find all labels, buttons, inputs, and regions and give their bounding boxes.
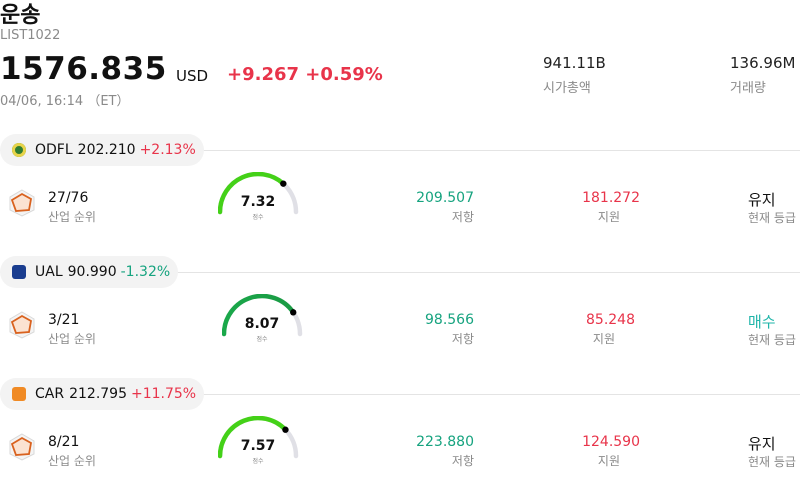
score-gauge <box>218 172 299 215</box>
market-cap-label: 시가총액 <box>543 81 591 96</box>
price-change: +9.267 +0.59% <box>227 64 383 85</box>
industry-rank-label: 산업 순위 <box>48 332 96 346</box>
resistance-label: 저항 <box>451 332 474 346</box>
support-value: 124.590 <box>582 434 640 450</box>
score-gauge <box>222 294 303 337</box>
score-value: 7.32 <box>240 194 276 210</box>
resistance-value: 98.566 <box>425 312 474 328</box>
industry-rank-value: 3/21 <box>48 312 80 328</box>
section-divider <box>0 150 800 151</box>
resistance-label: 저항 <box>451 210 474 224</box>
support-label: 지원 <box>597 454 620 468</box>
section-divider <box>0 394 800 395</box>
industry-rank-icon <box>9 433 35 461</box>
stock-price: 212.795 <box>69 386 127 402</box>
volume-value: 136.96M <box>730 54 796 72</box>
stock-change: +2.13% <box>139 142 196 158</box>
score-label: 점수 <box>256 336 268 343</box>
stock-symbol: CAR <box>35 386 65 402</box>
industry-rank-value: 27/76 <box>48 190 89 206</box>
score-value: 8.07 <box>244 316 280 332</box>
rating-signal-label: 현재 등급 <box>748 455 796 469</box>
stock-price: 202.210 <box>77 142 136 158</box>
index-ticker: LIST1022 <box>0 28 61 43</box>
industry-rank-icon <box>9 311 35 339</box>
support-label: 지원 <box>592 332 615 346</box>
score-label: 점수 <box>252 458 264 465</box>
company-logo-icon <box>12 143 26 157</box>
industry-rank-label: 산업 순위 <box>48 210 96 224</box>
rating-signal: 유지 <box>748 435 776 453</box>
stock-pill-ual[interactable]: UAL 90.990 -1.32% <box>0 256 179 288</box>
support-label: 지원 <box>597 210 620 224</box>
stock-change: -1.32% <box>120 264 171 280</box>
rating-signal: 유지 <box>748 191 776 209</box>
rating-signal: 매수 <box>748 313 776 331</box>
company-logo-icon <box>12 387 26 401</box>
page-title: 운송 <box>0 3 41 28</box>
score-value: 7.57 <box>240 438 276 454</box>
resistance-label: 저항 <box>451 454 474 468</box>
resistance-value: 209.507 <box>416 190 474 206</box>
gauge-fill <box>222 294 296 337</box>
industry-rank-label: 산업 순위 <box>48 454 96 468</box>
industry-rank-value: 8/21 <box>48 434 80 450</box>
gauge-fill <box>218 416 288 459</box>
industry-rank-icon <box>9 189 35 217</box>
stock-change: +11.75% <box>131 386 197 402</box>
volume-label: 거래량 <box>730 81 766 96</box>
score-gauge <box>218 416 299 459</box>
stock-pill-car[interactable]: CAR 212.795 +11.75% <box>0 378 205 410</box>
stock-pill-odfl[interactable]: ODFL 202.210 +2.13% <box>0 134 204 166</box>
rating-signal-label: 현재 등급 <box>748 211 796 225</box>
stock-price: 90.990 <box>67 264 117 280</box>
quote-timestamp: 04/06, 16:14 （ET） <box>0 94 130 109</box>
support-value: 181.272 <box>582 190 640 206</box>
market-cap-value: 941.11B <box>543 54 606 72</box>
resistance-value: 223.880 <box>416 434 474 450</box>
currency-label: USD <box>176 67 209 85</box>
gauge-fill <box>218 172 286 215</box>
index-price: 1576.835 <box>0 51 167 87</box>
support-value: 85.248 <box>586 312 635 328</box>
section-divider <box>0 272 800 273</box>
rating-signal-label: 현재 등급 <box>748 333 796 347</box>
gauge-marker <box>282 426 289 433</box>
gauge-marker <box>290 309 297 316</box>
gauge-marker <box>280 180 287 187</box>
stock-symbol: UAL <box>35 264 63 280</box>
stock-symbol: ODFL <box>35 142 73 158</box>
score-label: 점수 <box>252 214 264 221</box>
company-logo-icon <box>12 265 26 279</box>
